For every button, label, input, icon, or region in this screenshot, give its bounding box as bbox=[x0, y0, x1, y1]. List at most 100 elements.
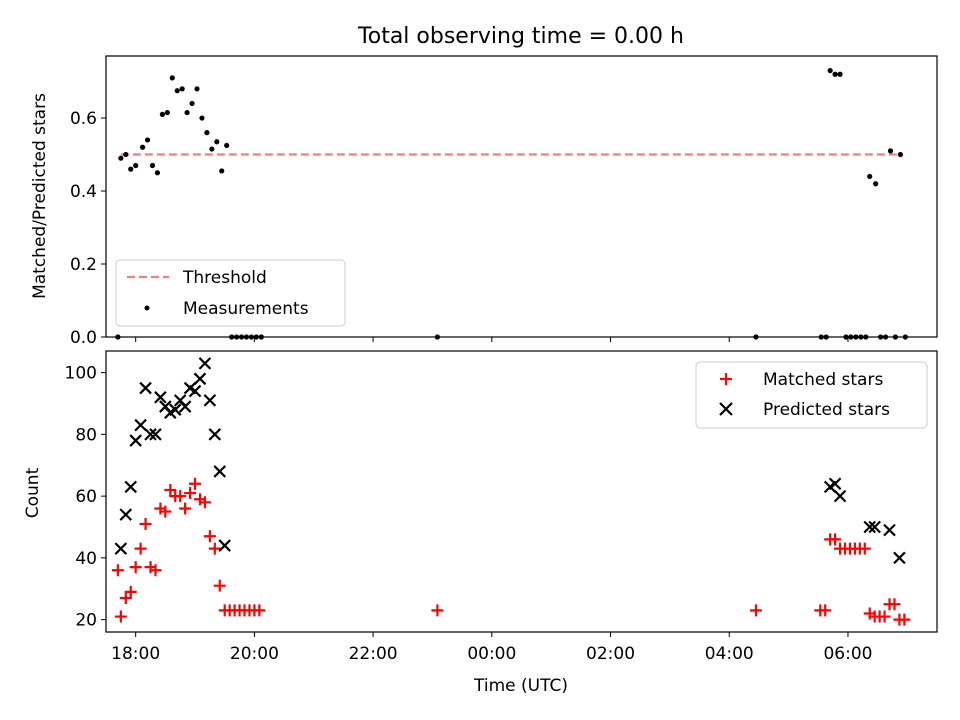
matched-star-point bbox=[203, 530, 216, 543]
measurement-point bbox=[189, 100, 195, 107]
measurement-point bbox=[128, 166, 134, 172]
measurement-point bbox=[179, 86, 185, 92]
measurement-point bbox=[827, 67, 833, 74]
matched-star-point bbox=[431, 604, 444, 617]
legend-predicted-label: Predicted stars bbox=[763, 400, 890, 420]
matched-star-point bbox=[139, 517, 152, 530]
measurement-point bbox=[204, 130, 210, 136]
top-y-ticks: 0.0 0.2 0.4 0.6 bbox=[70, 109, 106, 348]
measurement-point bbox=[832, 71, 838, 77]
measurement-point bbox=[174, 88, 180, 94]
matched-star-point bbox=[114, 610, 127, 623]
predicted-star-point bbox=[208, 428, 222, 441]
x-tick-label: 06:00 bbox=[823, 644, 872, 664]
matched-star-point bbox=[819, 604, 832, 617]
predicted-star-point bbox=[149, 428, 162, 441]
bottom-y-tick-label: 20 bbox=[75, 611, 97, 631]
top-y-tick-label: 0.4 bbox=[70, 182, 97, 202]
matched-star-point bbox=[189, 477, 202, 490]
bottom-y-axis-label: Count bbox=[23, 467, 43, 518]
matched-star-point bbox=[878, 610, 891, 623]
measurement-point bbox=[164, 109, 170, 116]
measurement-point bbox=[144, 137, 151, 143]
bottom-y-ticks: 20 40 60 80 100 bbox=[65, 364, 106, 631]
top-y-tick-label: 0.0 bbox=[70, 328, 97, 348]
legend-matched-label: Matched stars bbox=[763, 370, 883, 390]
predicted-star-point bbox=[188, 384, 202, 398]
x-tick-label: 22:00 bbox=[349, 644, 398, 664]
predicted-star-point bbox=[198, 357, 212, 370]
matched-star-point bbox=[124, 585, 137, 598]
predicted-star-point bbox=[168, 403, 182, 416]
x-tick-label: 00:00 bbox=[467, 644, 516, 664]
measurement-point bbox=[159, 111, 165, 117]
matched-star-point bbox=[858, 542, 871, 555]
bottom-axes-frame bbox=[105, 350, 938, 633]
measurement-point bbox=[118, 155, 124, 161]
x-axis-label: Time (UTC) bbox=[473, 676, 568, 696]
x-tick-label: 20:00 bbox=[230, 644, 279, 664]
predicted-star-point bbox=[828, 477, 842, 491]
matched-star-point bbox=[134, 542, 147, 555]
measurement-point bbox=[149, 162, 156, 169]
legend-matched-swatch bbox=[720, 373, 732, 385]
measurement-point bbox=[169, 75, 175, 81]
top-y-axis-label: Matched/Predicted stars bbox=[30, 93, 50, 299]
top-axes-frame bbox=[105, 55, 938, 338]
matched-star-point bbox=[149, 564, 162, 577]
matched-star-point bbox=[164, 483, 177, 496]
predicted-star-point bbox=[178, 400, 192, 413]
x-tick-label: 18:00 bbox=[111, 644, 160, 664]
bottom-x-ticks: 18:00 20:00 22:00 00:00 02:00 04:00 06:00 bbox=[111, 632, 872, 664]
predicted-star-point bbox=[893, 551, 906, 565]
measurement-point bbox=[194, 86, 200, 92]
x-tick-label: 02:00 bbox=[586, 644, 635, 664]
x-tick-label: 04:00 bbox=[705, 644, 754, 664]
predicted-star-point bbox=[863, 520, 877, 534]
bottom-legend: Matched stars Predicted stars bbox=[695, 361, 928, 429]
matched-star-point bbox=[213, 579, 226, 592]
top-legend: Threshold Measurements bbox=[115, 259, 346, 327]
predicted-star-point bbox=[213, 465, 227, 478]
matched-star-point bbox=[888, 598, 901, 611]
matched-star-point bbox=[184, 487, 197, 500]
predicted-star-point bbox=[868, 520, 881, 534]
measurement-point bbox=[837, 71, 843, 77]
predicted-star-point bbox=[203, 394, 217, 407]
matched-star-point bbox=[129, 561, 142, 574]
predicted-star-point bbox=[124, 480, 138, 494]
predicted-star-point bbox=[154, 391, 167, 404]
predicted-star-point bbox=[883, 523, 896, 537]
measurement-point bbox=[214, 139, 220, 145]
measurement-point bbox=[219, 168, 225, 174]
predicted-star-point bbox=[134, 418, 147, 432]
bottom-y-tick-label: 60 bbox=[75, 487, 97, 507]
top-legend-frame bbox=[115, 259, 346, 327]
bottom-panel: 20 40 60 80 100 18:00 20:00 22:00 00:00 02:00 04:… bbox=[23, 350, 938, 696]
legend-threshold-label: Threshold bbox=[182, 268, 267, 288]
measurement-point bbox=[184, 109, 190, 116]
matched-star-point bbox=[208, 542, 221, 555]
measurement-point bbox=[133, 162, 139, 169]
predicted-star-point bbox=[833, 489, 847, 503]
legend-measurements-label: Measurements bbox=[183, 299, 309, 319]
predicted-star-point bbox=[114, 542, 128, 555]
measurement-point bbox=[140, 144, 146, 150]
bottom-y-tick-label: 80 bbox=[75, 425, 97, 445]
predicted-star-point bbox=[193, 372, 207, 386]
top-x-ticks bbox=[135, 337, 849, 342]
predicted-star-point bbox=[119, 508, 133, 521]
measurement-point bbox=[123, 151, 129, 158]
matched-star-point bbox=[898, 613, 911, 626]
matched-star-point bbox=[159, 505, 172, 518]
measurement-point bbox=[199, 115, 205, 121]
legend-measurements-swatch bbox=[144, 305, 150, 311]
measurement-point bbox=[209, 146, 215, 152]
matched-star-point bbox=[198, 496, 211, 509]
matched-star-point bbox=[119, 592, 132, 605]
predicted-star-point bbox=[139, 381, 152, 395]
matched-star-point bbox=[174, 490, 187, 503]
top-marks bbox=[115, 67, 908, 340]
